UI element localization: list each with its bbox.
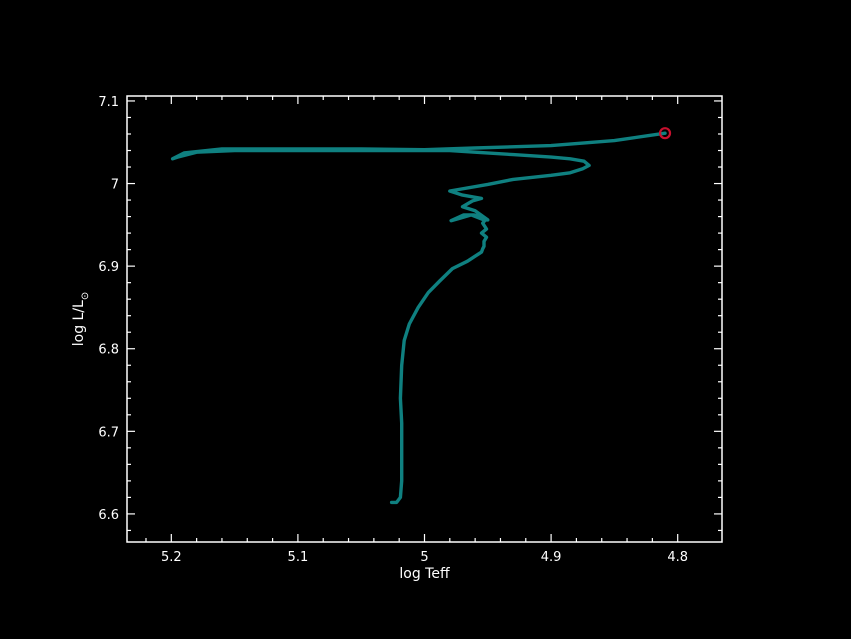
x-tick-label: 5.2	[161, 550, 182, 565]
y-tick-label: 6.6	[98, 508, 119, 523]
x-tick-labels: 5.2 5.1 5 4.9 4.8	[161, 550, 688, 565]
x-tick-label: 4.9	[541, 550, 562, 565]
y-axis-label: log L/L⊙	[71, 292, 91, 347]
end-point-marker	[658, 127, 672, 140]
y-tick-label: 6.8	[98, 343, 119, 358]
y-axis-label-main: log L/L	[71, 300, 87, 346]
y-axis-label-subscript: ⊙	[80, 292, 91, 300]
x-tick-label: 5.1	[288, 550, 309, 565]
y-tick-label: 7.1	[98, 95, 119, 110]
x-axis-label: log Teff	[399, 566, 450, 582]
y-tick-label: 7	[111, 178, 119, 193]
y-tick-label: 6.7	[98, 425, 119, 440]
x-tick-label: 5	[420, 550, 428, 565]
evolutionary-track-line	[170, 131, 667, 505]
axis-ticks	[127, 96, 722, 542]
y-tick-label: 6.9	[98, 260, 119, 275]
y-tick-labels: 6.6 6.7 6.8 6.9 7 7.1	[98, 95, 119, 523]
x-tick-label: 4.8	[667, 550, 688, 565]
